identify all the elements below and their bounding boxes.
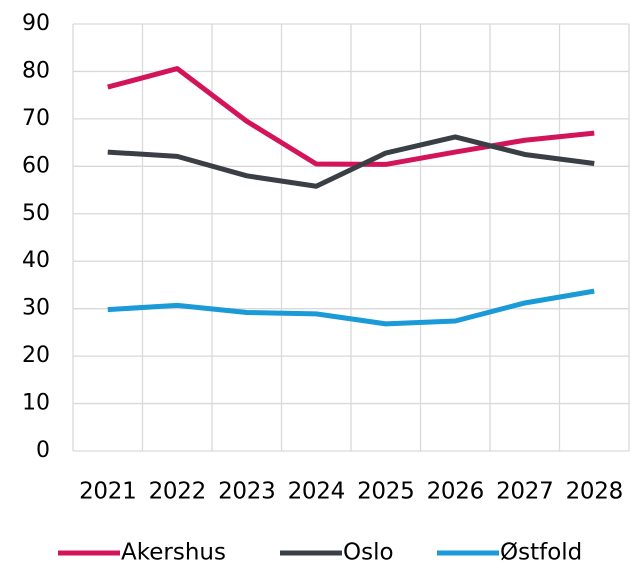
y-tick-label: 80 (22, 58, 50, 83)
series-line (107, 134, 595, 189)
x-tick-label: 2026 (427, 479, 484, 505)
y-tick-label: 20 (22, 343, 50, 368)
legend-label: Østfold (500, 540, 582, 566)
y-tick-label: 40 (22, 248, 50, 273)
legend-label: Akershus (121, 540, 226, 566)
y-tick-label: 70 (22, 106, 50, 131)
x-tick-label: 2021 (79, 479, 136, 505)
legend-label: Oslo (343, 540, 394, 566)
x-tick-label: 2027 (496, 479, 553, 505)
x-tick-label: 2025 (357, 479, 414, 505)
x-tick-label: 2024 (288, 479, 345, 505)
x-tick-label: 2028 (566, 479, 623, 505)
y-tick-label: 10 (22, 391, 50, 416)
x-tick-label: 2023 (218, 479, 275, 505)
y-tick-label: 60 (22, 153, 50, 178)
series-line (107, 66, 595, 167)
y-tick-label: 0 (36, 438, 50, 463)
x-tick-label: 2022 (149, 479, 206, 505)
y-tick-label: 90 (22, 11, 50, 36)
series-line (107, 288, 595, 327)
y-tick-label: 50 (22, 201, 50, 226)
y-tick-label: 30 (22, 296, 50, 321)
